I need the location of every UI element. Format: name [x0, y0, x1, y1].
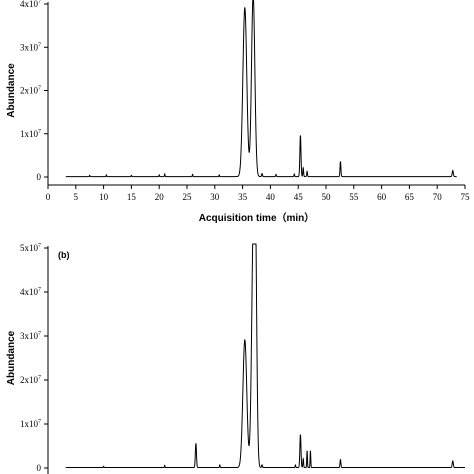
x-tick-label: 70 — [433, 192, 443, 202]
x-tick-label: 5 — [74, 192, 79, 202]
x-tick-label: 10 — [99, 192, 109, 202]
chromatogram-trace — [65, 243, 465, 469]
y-axis-title: Abundance — [6, 330, 17, 385]
y-tick-label: 5x107 — [20, 243, 41, 253]
y-axis-title: Abundance — [6, 63, 17, 118]
y-tick-label: 4x107 — [20, 287, 41, 297]
x-tick-label: 50 — [322, 192, 332, 202]
chart-panel-a: 0 1x107 2x107 3x107 4x107 0 5 10 15 20 25 30 35 40 45 5… — [6, 0, 470, 224]
x-tick-label: 35 — [238, 192, 248, 202]
x-tick-label: 15 — [127, 192, 137, 202]
x-tick-label: 40 — [266, 192, 276, 202]
panel-label: (b) — [58, 250, 70, 260]
y-tick-label: 1x107 — [20, 129, 41, 139]
x-tick-label: 60 — [377, 192, 387, 202]
x-tick-label: 45 — [294, 192, 304, 202]
y-tick-label: 3x107 — [20, 331, 41, 341]
x-tick-label: 65 — [405, 192, 415, 202]
y-tick-label: 1x107 — [20, 419, 41, 429]
x-tick-label: 55 — [349, 192, 359, 202]
x-axis-title: Acquisition time（min） — [199, 211, 315, 224]
x-tick-label: 25 — [183, 192, 193, 202]
chromatogram-trace — [65, 0, 457, 178]
y-tick-label: 3x107 — [20, 42, 41, 52]
x-tick-label: 0 — [46, 192, 51, 202]
x-tick-label: 20 — [155, 192, 165, 202]
y-tick-label: 2x107 — [20, 86, 41, 96]
y-tick-label: 4x107 — [20, 0, 41, 9]
y-tick-label: 0 — [37, 172, 42, 182]
y-tick-label: 2x107 — [20, 375, 41, 385]
x-tick-label: 30 — [210, 192, 220, 202]
x-tick-label: 75 — [461, 192, 471, 202]
chart-panel-b: 0 1x107 2x107 3x107 4x107 5x107 Abundance (b) — [6, 243, 465, 474]
y-tick-label: 0 — [37, 463, 42, 473]
